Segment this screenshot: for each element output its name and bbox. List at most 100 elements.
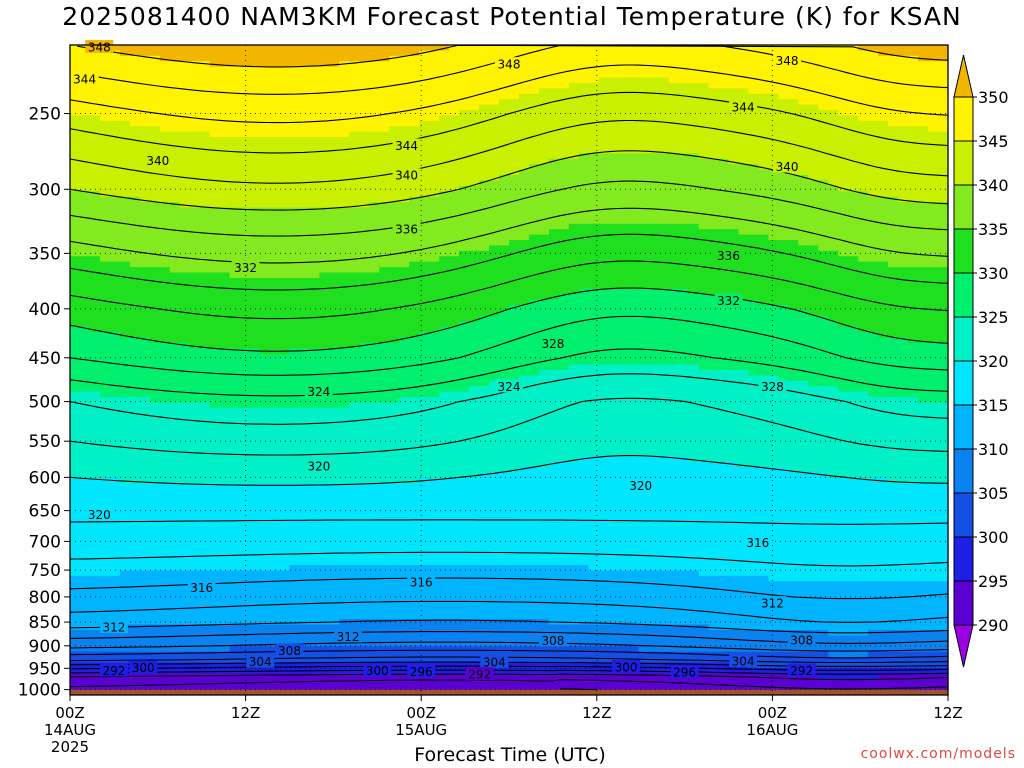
field-cell — [409, 240, 420, 247]
field-cell — [199, 294, 211, 301]
field-cell — [159, 505, 171, 512]
field-cell — [259, 326, 271, 333]
field-cell — [429, 565, 440, 572]
field-cell — [259, 137, 271, 144]
field-cell — [70, 332, 81, 339]
field-cell — [309, 575, 321, 582]
field-cell — [229, 424, 241, 431]
field-cell — [199, 462, 211, 469]
field-cell — [429, 288, 440, 295]
field-cell — [189, 137, 201, 144]
field-cell — [399, 456, 410, 463]
field-cell — [199, 640, 211, 647]
field-cell — [129, 440, 141, 447]
field-cell — [329, 299, 340, 306]
field-cell — [109, 315, 121, 322]
field-cell — [179, 424, 191, 431]
field-cell — [79, 359, 91, 366]
field-cell — [149, 61, 161, 68]
field-cell — [469, 137, 480, 144]
field-cell — [459, 196, 470, 203]
field-cell — [259, 608, 271, 615]
field-cell — [219, 624, 231, 631]
field-cell — [309, 353, 321, 360]
field-cell — [289, 212, 301, 219]
field-cell — [389, 196, 400, 203]
field-cell — [479, 104, 490, 111]
field-cell — [139, 483, 151, 490]
field-cell — [389, 630, 400, 637]
field-cell — [469, 342, 480, 349]
field-cell — [459, 565, 470, 572]
field-cell — [239, 581, 251, 588]
field-cell — [139, 467, 151, 474]
field-cell — [299, 196, 311, 203]
field-cell — [119, 440, 131, 447]
field-cell — [419, 537, 430, 544]
field-cell — [329, 229, 340, 236]
field-cell — [479, 370, 490, 377]
field-cell — [189, 61, 201, 68]
field-cell — [429, 72, 440, 79]
field-cell — [329, 424, 340, 431]
field-cell — [159, 164, 171, 171]
field-cell — [209, 99, 221, 106]
field-cell — [319, 565, 331, 572]
field-cell — [429, 120, 440, 127]
field-cell — [459, 245, 470, 252]
field-cell — [349, 646, 360, 653]
field-cell — [349, 624, 360, 631]
field-cell — [479, 82, 490, 89]
field-cell — [419, 424, 430, 431]
field-cell — [339, 483, 350, 490]
field-cell — [239, 651, 251, 658]
field-cell — [319, 380, 331, 387]
field-cell — [269, 440, 281, 447]
field-cell — [139, 272, 151, 279]
field-cell — [479, 646, 490, 653]
field-cell — [109, 375, 121, 382]
field-cell — [469, 147, 480, 154]
field-cell — [259, 684, 271, 691]
field-cell — [349, 613, 360, 620]
field-cell — [339, 462, 350, 469]
field-cell — [369, 348, 380, 355]
field-cell — [229, 137, 241, 144]
field-cell — [299, 158, 311, 165]
field-cell — [239, 613, 251, 620]
field-cell — [279, 104, 291, 111]
field-cell — [479, 153, 490, 160]
field-cell — [149, 646, 161, 653]
field-cell — [409, 153, 420, 160]
field-cell — [239, 418, 251, 425]
field-cell — [119, 559, 131, 566]
field-cell — [219, 424, 231, 431]
field-cell — [309, 277, 321, 284]
field-cell — [449, 82, 460, 89]
field-cell — [199, 510, 211, 517]
field-cell — [219, 630, 231, 637]
field-cell — [239, 521, 251, 528]
field-cell — [429, 402, 440, 409]
field-cell — [469, 635, 480, 642]
field-cell — [70, 548, 81, 555]
field-cell — [389, 472, 400, 479]
field-cell — [329, 342, 340, 349]
field-cell — [89, 440, 101, 447]
field-cell — [99, 370, 111, 377]
field-cell — [469, 310, 480, 317]
field-cell — [70, 500, 81, 507]
field-cell — [189, 510, 201, 517]
field-cell — [439, 223, 450, 230]
field-cell — [259, 142, 271, 149]
field-cell — [439, 310, 450, 317]
field-cell — [369, 619, 380, 626]
field-cell — [439, 93, 450, 100]
field-cell — [229, 651, 241, 658]
field-cell — [269, 386, 281, 393]
field-cell — [399, 315, 410, 322]
field-cell — [70, 93, 81, 100]
field-cell — [339, 375, 350, 382]
field-cell — [379, 272, 390, 279]
field-cell — [239, 332, 251, 339]
